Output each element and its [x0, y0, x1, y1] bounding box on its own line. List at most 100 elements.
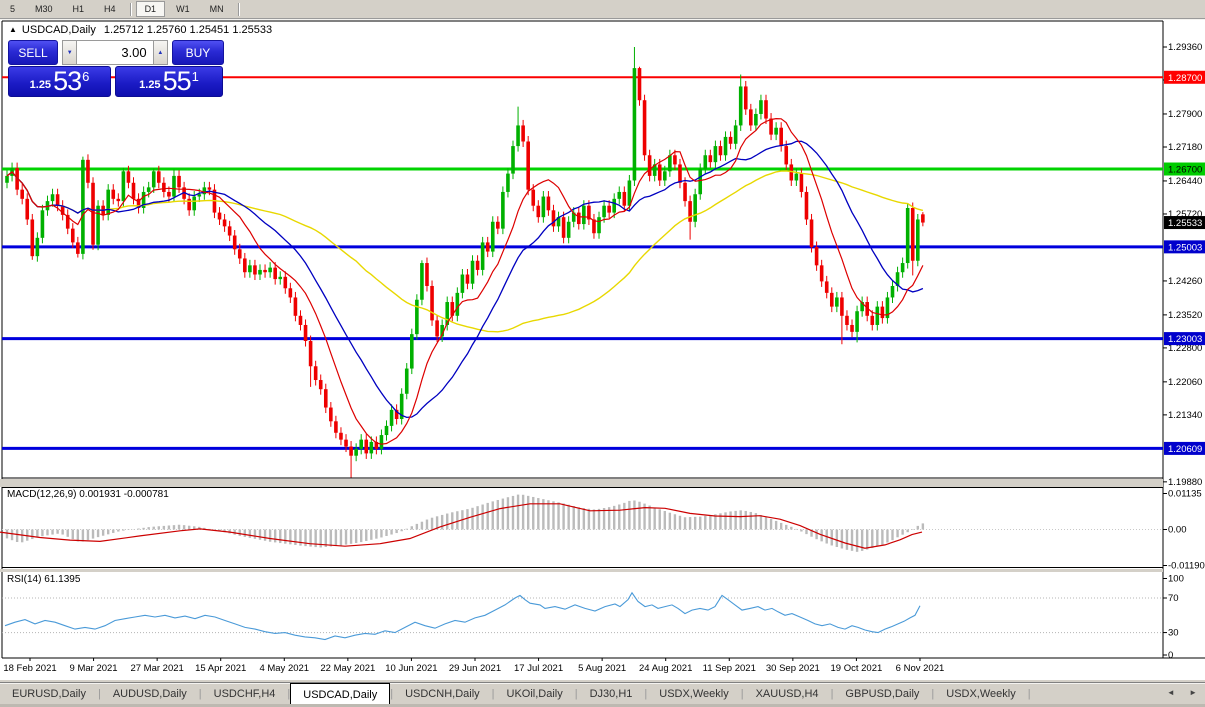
candle-body	[784, 146, 789, 165]
candle-body	[81, 159, 85, 254]
timeframe-button-d1[interactable]: D1	[135, 1, 166, 17]
rsi-panel-splitter[interactable]	[0, 568, 1163, 572]
candle-body	[96, 205, 100, 245]
candle-body	[824, 281, 829, 293]
chart-tab-ukoil-5[interactable]: UKOil,Daily	[506, 688, 563, 700]
candle-body	[86, 159, 90, 183]
candle-body	[799, 173, 804, 192]
chart-tab-usdx-10[interactable]: USDX,Weekly	[946, 688, 1016, 700]
tab-separator: |	[740, 688, 744, 700]
candle-body	[445, 302, 450, 325]
chart-tab-eurusd-0[interactable]: EURUSD,Daily	[12, 688, 86, 700]
timeframe-button-h4[interactable]: H4	[104, 4, 116, 14]
candle-body	[258, 269, 262, 275]
chart-tab-xauusd-8[interactable]: XAUUSD,H4	[755, 688, 819, 700]
candle-body	[698, 169, 703, 195]
candle-body	[465, 274, 470, 284]
candle-body	[779, 127, 783, 147]
candle-body	[814, 246, 819, 266]
candle-body	[642, 100, 647, 156]
timeframe-button-h1[interactable]: H1	[72, 4, 85, 14]
candle-body	[25, 198, 30, 220]
candle-body	[713, 146, 718, 163]
candle-body	[263, 269, 267, 273]
candle-body	[743, 86, 748, 110]
tab-scroll-right-icon[interactable]: ►	[1189, 688, 1197, 697]
timeframe-button-mn[interactable]: MN	[209, 4, 224, 14]
chart-tab-gbpusd-9[interactable]: GBPUSD,Daily	[845, 688, 920, 700]
candle-body	[576, 212, 581, 225]
timeframe-button-5[interactable]: 5	[10, 4, 16, 14]
candle-body	[146, 187, 151, 192]
candle-body	[440, 324, 444, 337]
candle-body	[769, 118, 773, 135]
sell-price-display[interactable]: 1.25 53 6	[8, 66, 111, 97]
candle-body	[222, 219, 227, 227]
price-badge	[1164, 240, 1205, 254]
volume-increase-button[interactable]: ▲	[152, 40, 169, 65]
sell-price-prefix: 1.25	[29, 79, 52, 91]
chart-tab-usdcad-3[interactable]: USDCAD,Daily	[290, 683, 391, 705]
candle-body	[632, 68, 637, 181]
candle-body	[855, 311, 859, 332]
macd-indicator-label: MACD(12,26,9) 0.001931 -0.000781	[7, 489, 169, 500]
candle-body	[232, 235, 237, 250]
tab-scroll-left-icon[interactable]: ◄	[1166, 688, 1175, 697]
tab-separator: |	[97, 688, 101, 700]
volume-input[interactable]: 3.00	[77, 40, 153, 65]
collapse-triangle-icon[interactable]: ▲	[9, 25, 17, 34]
candle-body	[652, 164, 657, 176]
candle-body	[738, 86, 743, 126]
volume-decrease-button[interactable]: ▼	[61, 40, 78, 65]
candle-body	[344, 439, 348, 447]
candle-body	[455, 292, 460, 316]
window-bottom-edge	[0, 704, 1205, 707]
price-tick-label: 1.25720	[1168, 209, 1202, 220]
price-tick-label: 1.21340	[1168, 410, 1202, 421]
candle-body	[718, 146, 723, 156]
buy-price-display[interactable]: 1.25 55 1	[115, 66, 223, 97]
chart-tab-usdx-7[interactable]: USDX,Weekly	[659, 688, 729, 700]
chart-tab-audusd-1[interactable]: AUDUSD,Daily	[112, 688, 187, 700]
candle-body	[587, 205, 591, 220]
buy-price-pip: 1	[191, 69, 199, 84]
candle-body	[657, 164, 662, 181]
tab-separator: |	[198, 688, 202, 700]
toolbar-separator	[129, 2, 131, 16]
price-tick-label: 1.27900	[1168, 109, 1202, 120]
tab-separator: |	[574, 688, 578, 700]
candle-body	[728, 136, 733, 144]
timeframe-button-m30[interactable]: M30	[35, 4, 53, 14]
rsi-indicator-label: RSI(14) 61.1395	[7, 574, 81, 585]
candle-body	[192, 196, 197, 211]
candle-body	[354, 448, 358, 456]
date-label: 6 Nov 2021	[896, 663, 945, 674]
chart-tab-usdcnh-4[interactable]: USDCNH,Daily	[405, 688, 480, 700]
symbol-period-label: USDCAD,Daily	[21, 24, 96, 36]
candle-body	[253, 265, 257, 275]
candle-body	[551, 210, 556, 227]
chart-tab-dj30-6[interactable]: DJ30,H1	[589, 688, 633, 700]
candle-body	[30, 219, 35, 257]
candle-body	[399, 393, 404, 420]
candle-body	[602, 205, 606, 218]
macd-panel-splitter[interactable]	[0, 479, 1163, 487]
candle-body	[480, 242, 485, 270]
chart-tab-usdchf-2[interactable]: USDCHF,H4	[213, 688, 276, 700]
price-tick-label: 1.24260	[1168, 276, 1202, 287]
buy-button[interactable]: BUY	[171, 40, 224, 65]
candle-body	[116, 198, 121, 202]
candle-body	[131, 182, 136, 199]
candle-body	[364, 439, 369, 454]
candle-body	[819, 265, 824, 282]
candle-body	[76, 242, 80, 254]
price-tick-label: 1.29360	[1168, 42, 1202, 53]
candle-body	[759, 100, 763, 114]
macd-tick-label: 0.00	[1168, 525, 1187, 536]
price-badge-label: 1.25533	[1168, 218, 1202, 229]
candle-body	[804, 191, 809, 220]
sell-button[interactable]: SELL	[8, 40, 59, 65]
timeframe-button-w1[interactable]: W1	[176, 4, 190, 14]
candle-body	[511, 146, 515, 174]
